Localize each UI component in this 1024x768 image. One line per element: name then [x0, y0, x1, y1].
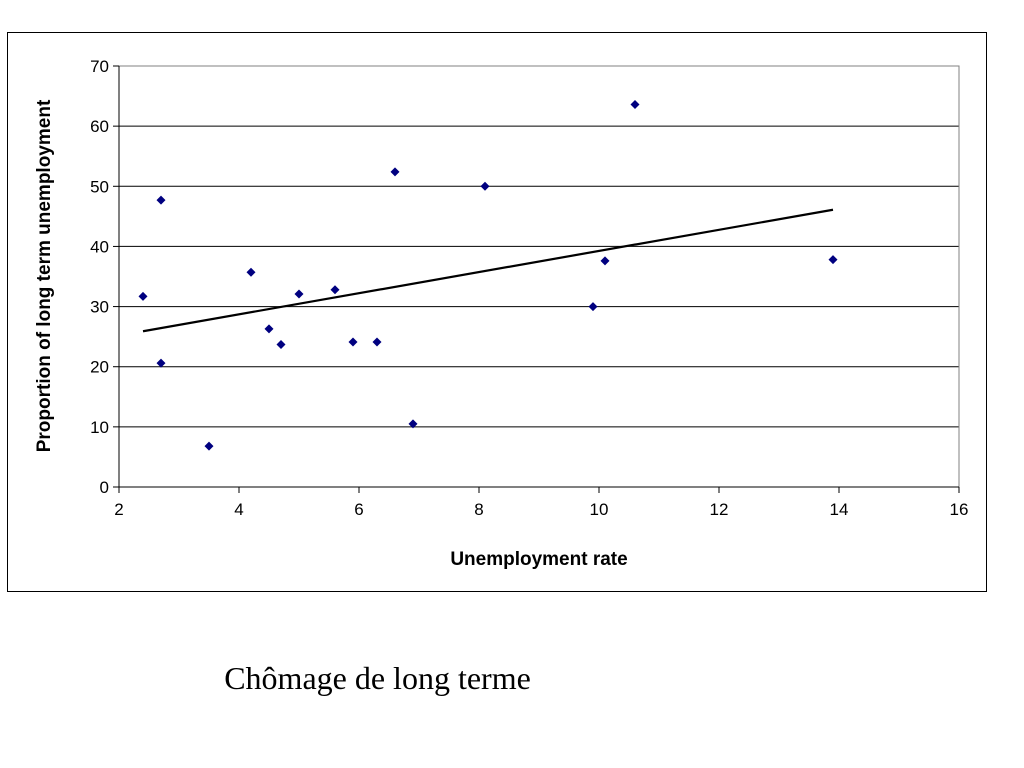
data-point — [330, 285, 340, 295]
gridlines — [119, 65, 959, 428]
data-point — [138, 291, 148, 301]
data-point — [348, 337, 358, 347]
chart-frame: 0 10 20 30 40 50 60 70 2 4 6 8 10 12 14 16 Unemployment… — [7, 32, 987, 592]
data-point — [588, 302, 598, 312]
y-tick-label: 60 — [90, 117, 109, 136]
y-axis-title: Proportion of long term unemployment — [34, 99, 55, 452]
x-tick-label: 14 — [830, 500, 849, 519]
trendline — [142, 208, 834, 333]
x-tick-label: 16 — [950, 500, 969, 519]
data-point — [372, 337, 382, 347]
x-tick-label: 10 — [590, 500, 609, 519]
axes — [113, 65, 960, 493]
y-tick-label: 40 — [90, 237, 109, 256]
trendline-line — [142, 208, 834, 333]
x-tick-label: 8 — [474, 500, 483, 519]
data-point — [204, 441, 214, 451]
y-tick-label: 0 — [100, 478, 109, 497]
data-point — [408, 419, 418, 429]
x-tick-label: 6 — [354, 500, 363, 519]
data-point — [276, 339, 286, 349]
data-point — [390, 167, 400, 177]
y-tick-label: 30 — [90, 298, 109, 317]
scatter-chart: 0 10 20 30 40 50 60 70 2 4 6 8 10 12 14 16 Unemployment… — [34, 57, 968, 570]
tick-labels: 0 10 20 30 40 50 60 70 2 4 6 8 10 12 14 16 — [90, 57, 968, 519]
data-point — [264, 324, 274, 334]
x-tick-label: 4 — [234, 500, 243, 519]
data-point — [630, 99, 640, 109]
data-point — [156, 358, 166, 368]
data-point — [246, 267, 256, 277]
y-tick-label: 10 — [90, 418, 109, 437]
x-tick-label: 2 — [114, 500, 123, 519]
data-point — [156, 195, 166, 205]
y-tick-label: 20 — [90, 358, 109, 377]
data-point — [600, 256, 610, 266]
data-point — [294, 289, 304, 299]
y-tick-label: 50 — [90, 177, 109, 196]
y-tick-label: 70 — [90, 57, 109, 76]
plot-area — [118, 65, 960, 488]
x-axis-title: Unemployment rate — [450, 549, 627, 570]
data-point — [828, 255, 838, 265]
x-tick-label: 12 — [710, 500, 729, 519]
data-points — [138, 99, 838, 451]
data-point — [480, 181, 490, 191]
slide-caption: Chômage de long terme — [224, 660, 531, 696]
